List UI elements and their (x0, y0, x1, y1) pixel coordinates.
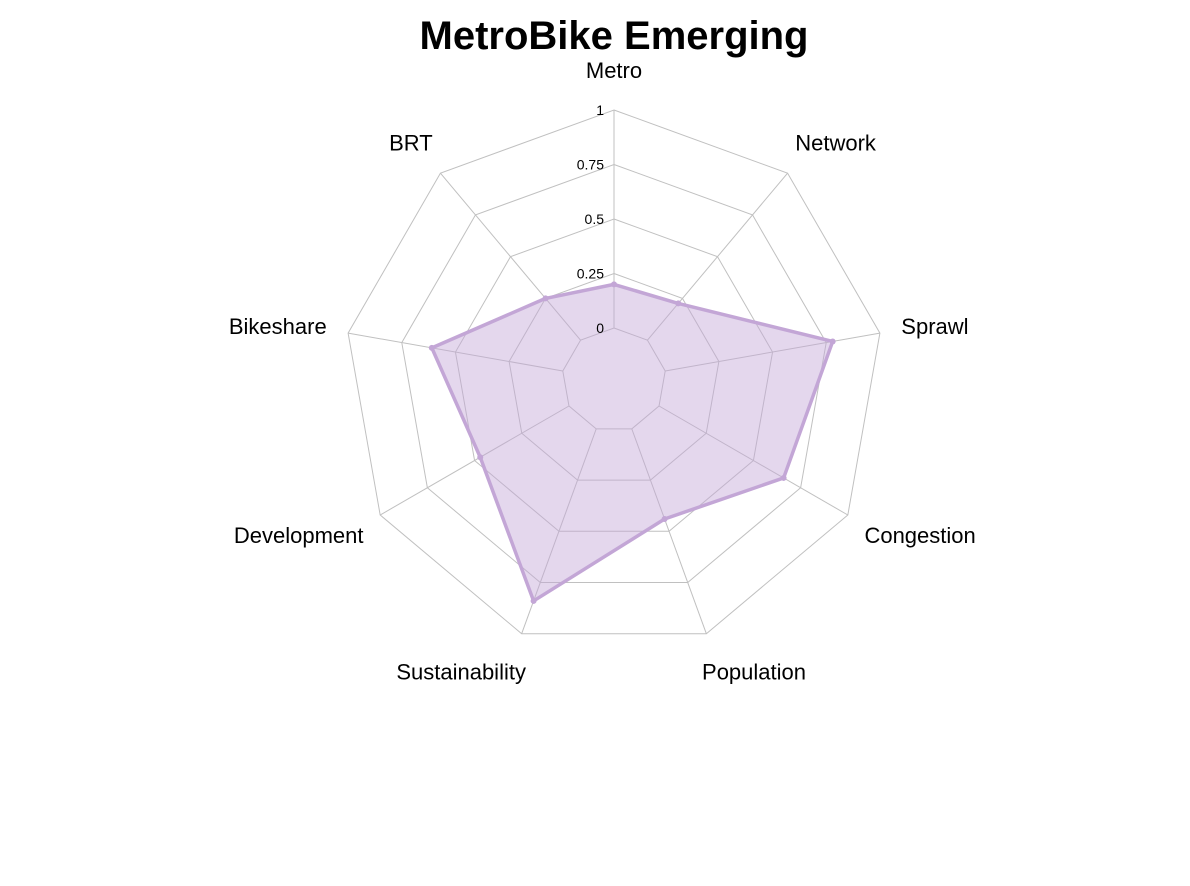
data-point (477, 454, 484, 461)
radial-tick-labels: 0 0.25 0.5 0.75 1 (577, 102, 604, 336)
radial-tick-label: 0.5 (585, 211, 605, 227)
radial-tick-label: 1 (596, 102, 604, 118)
grid-spoke (665, 332, 880, 372)
radial-tick-label: 0.25 (577, 266, 604, 282)
data-point (661, 515, 668, 522)
axis-label: Sprawl (901, 314, 968, 339)
axis-label: Population (702, 659, 806, 684)
axis-labels: Metro Network Sprawl Congestion Population Su… (229, 58, 976, 684)
data-point (675, 300, 682, 307)
series-area (431, 284, 833, 601)
grid-spoke (440, 172, 581, 341)
radar-series (428, 281, 836, 604)
grid-ring (347, 109, 881, 635)
axis-label: Development (234, 523, 364, 548)
series-line (430, 282, 835, 603)
radial-tick-label: 0.75 (577, 157, 604, 173)
grid-spoke (631, 428, 707, 634)
data-point (542, 295, 549, 302)
axis-label: Congestion (864, 523, 975, 548)
radial-tick-label: 0 (596, 320, 604, 336)
data-point (428, 344, 435, 351)
axis-label: Metro (586, 58, 642, 83)
grid-spoke (379, 405, 570, 516)
axis-label: BRT (389, 131, 433, 156)
axis-label: Network (795, 131, 877, 156)
data-point (780, 474, 787, 481)
chart-title: MetroBike Emerging (419, 14, 809, 58)
grid-spoke (348, 332, 563, 372)
data-point (530, 597, 537, 604)
axis-label: Sustainability (396, 659, 526, 684)
grid-ring (401, 163, 827, 584)
grid-spoke (647, 172, 788, 341)
data-point (611, 281, 617, 288)
grid-ring (454, 218, 774, 532)
grid-spoke (658, 405, 849, 516)
axis-label: Bikeshare (229, 314, 327, 339)
grid-ring (508, 272, 720, 481)
data-point (829, 338, 836, 345)
grid-ring (562, 327, 666, 430)
